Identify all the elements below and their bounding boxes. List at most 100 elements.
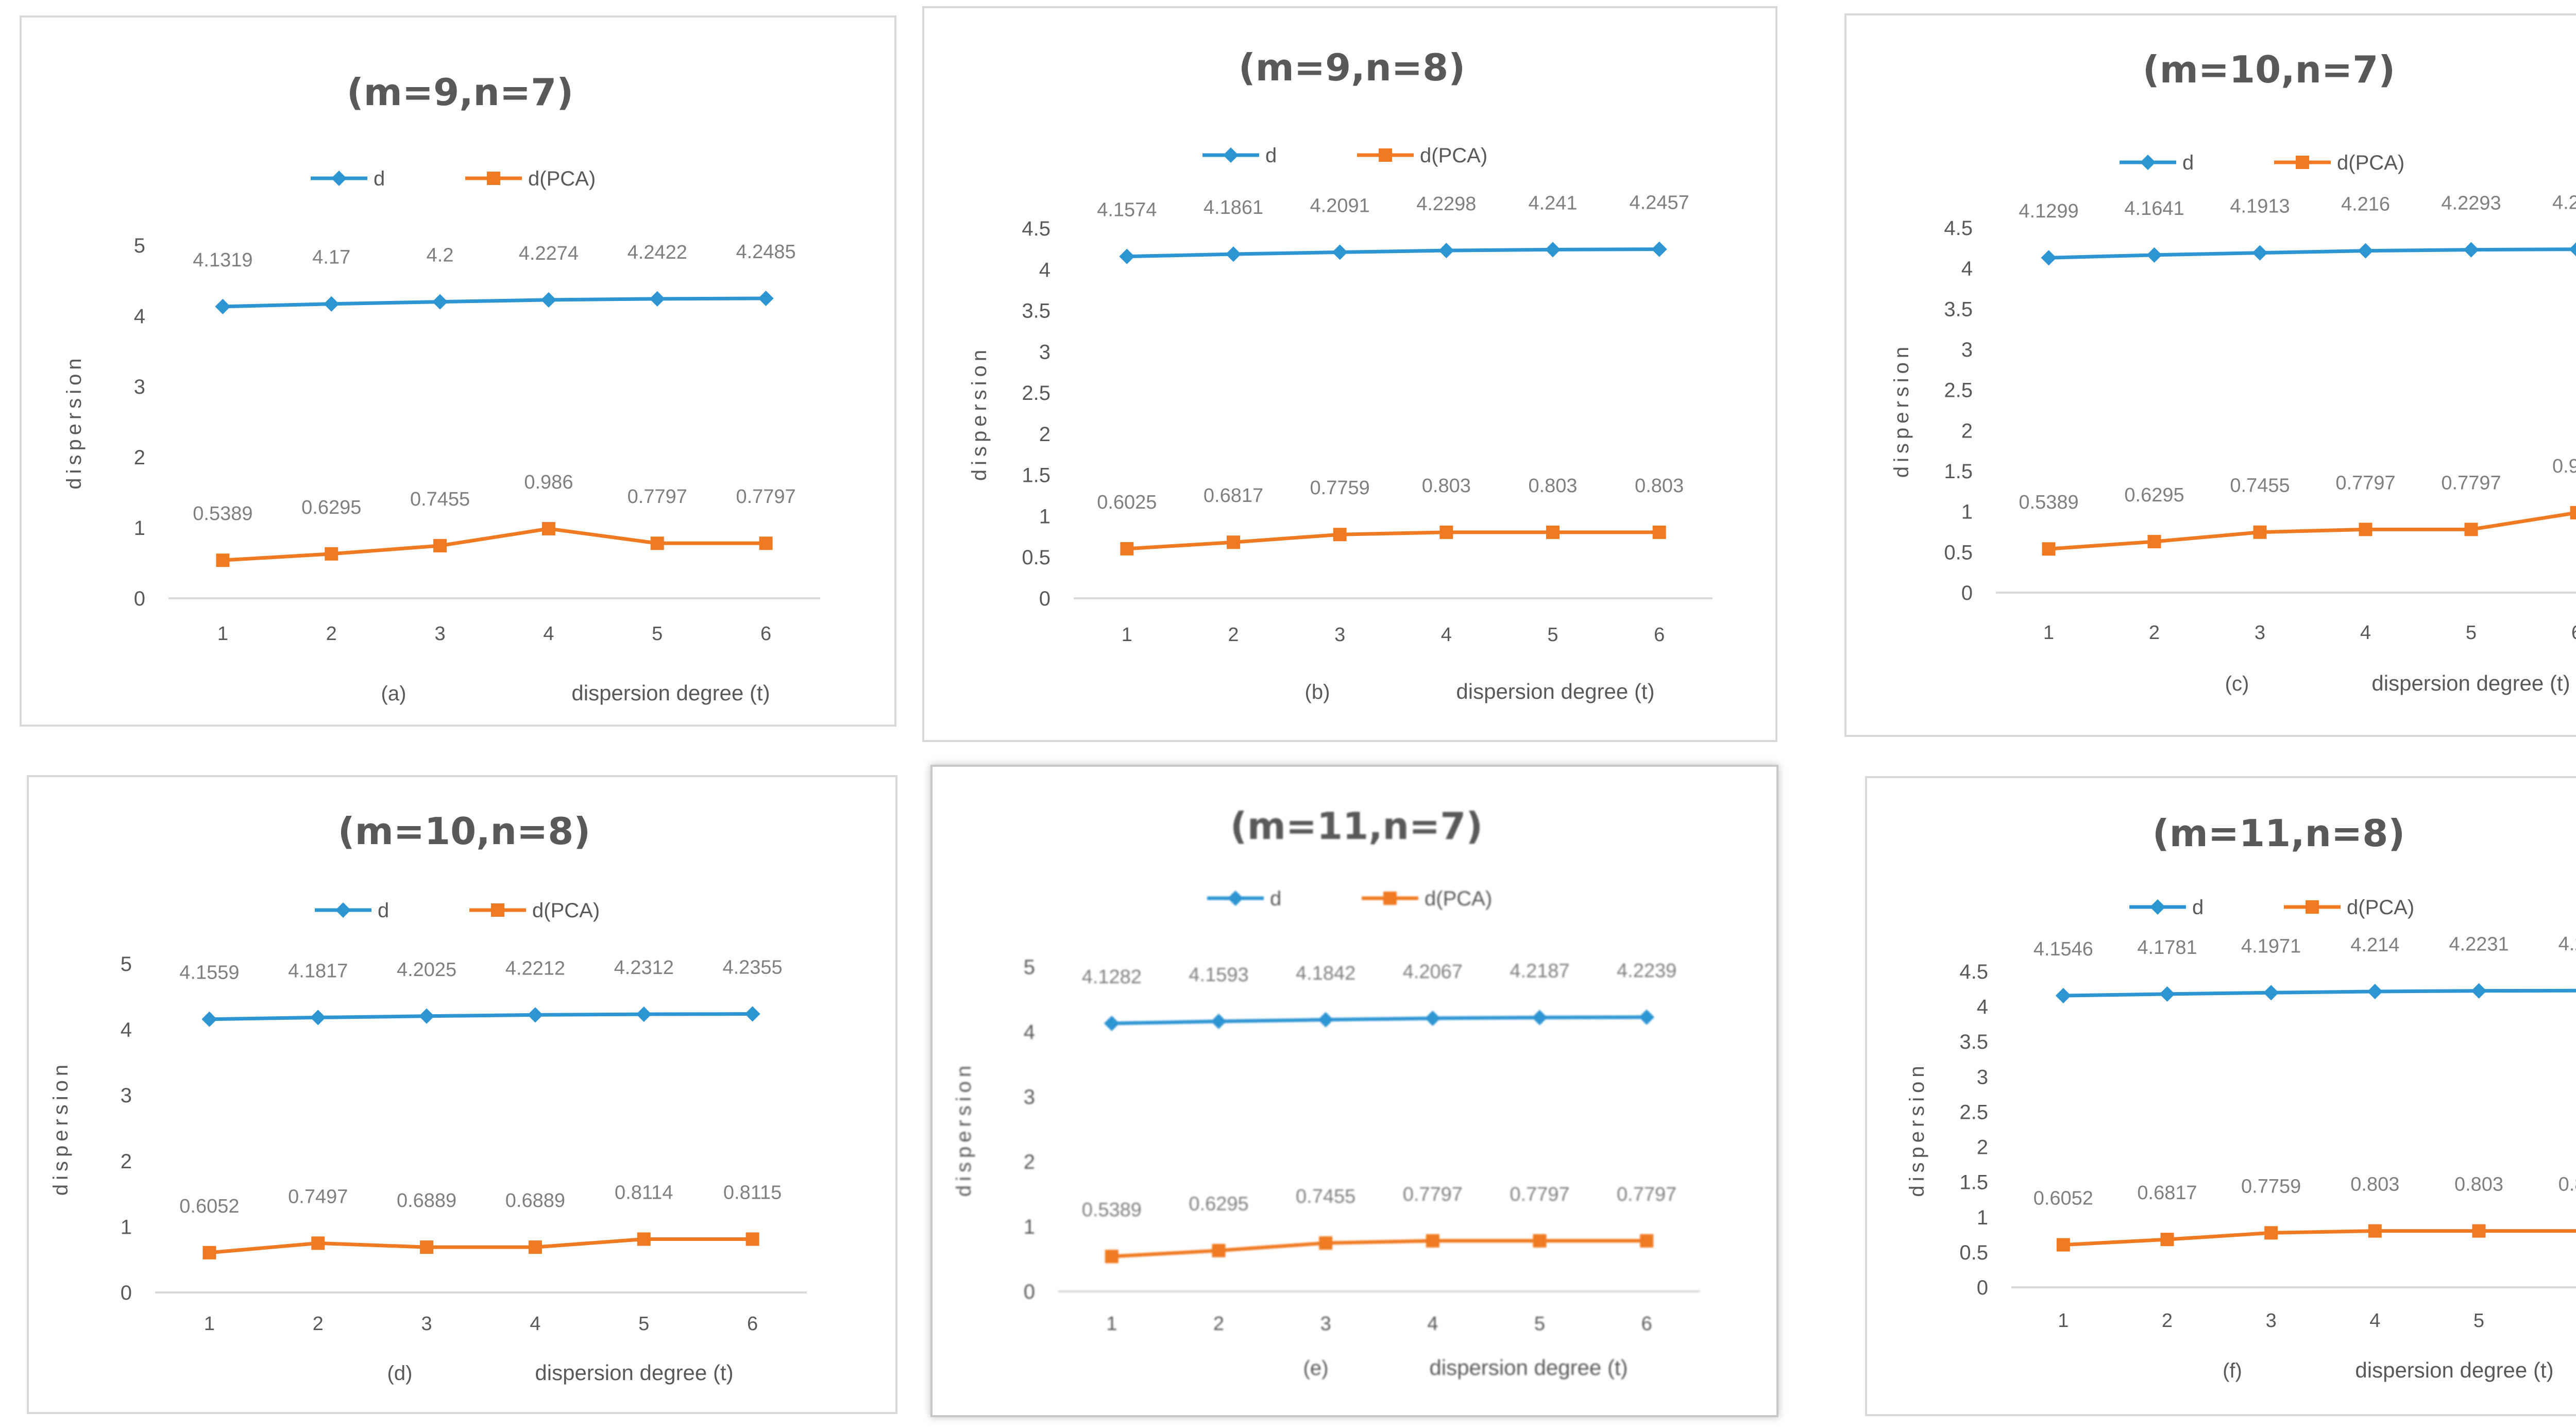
x-tick-label: 6 <box>1641 1313 1652 1335</box>
x-tick-label: 2 <box>2162 1310 2173 1332</box>
legend-d-pca-label: d(PCA) <box>2347 896 2414 919</box>
data-label: 0.7797 <box>628 486 687 508</box>
panel-sublabel: (d) <box>387 1362 413 1385</box>
data-label: 4.241 <box>1528 192 1577 214</box>
x-tick-label: 1 <box>217 623 228 645</box>
data-label: 0.6025 <box>1097 492 1157 513</box>
series-line <box>1111 1015 1647 1026</box>
data-label: 4.1593 <box>1189 964 1248 986</box>
data-point <box>215 298 231 314</box>
chart-panel-f: (m=11,n=8) d d(PCA) 0 0.5 1 1.5 2 2.5 3 3.5 4 4.5 1 2 3… <box>1865 776 2576 1416</box>
data-label: 0.6295 <box>301 497 361 518</box>
x-tick-label: 6 <box>2571 622 2576 644</box>
x-tick-label: 3 <box>421 1313 432 1335</box>
legend-d-pca-marker <box>2296 156 2309 169</box>
data-label: 4.2312 <box>614 957 674 979</box>
x-tick-label: 5 <box>638 1313 649 1335</box>
y-tick-label: 2 <box>1039 423 1050 446</box>
series-d-pca: 0.5389 0.6295 0.7455 0.986 0.7797 0.7797 <box>193 472 796 567</box>
data-label: 0.7759 <box>2241 1175 2301 1197</box>
chart-panel-c: (m=10,n=7) d d(PCA) 0 0.5 1 1.5 2 2.5 3 3.5 4 4.5 1 2 3… <box>1844 13 2576 737</box>
series-d-pca: 0.6052 0.6817 0.7759 0.803 0.803 0.803 <box>2033 1174 2576 1252</box>
y-tick-label: 1 <box>1024 1216 1035 1238</box>
chart-svg: (m=11,n=7) d d(PCA) 0 1 2 3 4 5 1 2 3 4 5 6 dispersion (… <box>953 804 1700 1380</box>
legend: d d(PCA) <box>2120 152 2404 174</box>
data-label: 0.5389 <box>2019 492 2078 513</box>
data-label: 0.986 <box>2552 456 2576 477</box>
y-tick-label: 3 <box>1039 341 1050 363</box>
data-label: 4.2231 <box>2449 934 2509 955</box>
data-point <box>1211 1013 1227 1029</box>
data-label: 4.216 <box>2341 194 2390 215</box>
data-point <box>1104 1015 1120 1031</box>
x-axis-title: dispersion degree (t) <box>2371 671 2570 695</box>
y-tick-label: 2 <box>121 1150 132 1173</box>
series-line <box>1111 1239 1647 1258</box>
data-point <box>1545 242 1561 258</box>
y-tick-label: 2.5 <box>1022 382 1050 405</box>
data-label: 4.1559 <box>179 962 239 984</box>
data-point <box>1439 525 1453 539</box>
legend-d-pca-marker <box>487 172 500 185</box>
legend-d-label: d <box>2192 896 2204 919</box>
data-point <box>216 553 230 567</box>
data-point <box>2264 1226 2278 1240</box>
data-point <box>1332 244 1348 260</box>
y-tick-label: 0 <box>1024 1281 1035 1303</box>
data-point <box>1333 528 1347 542</box>
data-label: 0.7497 <box>288 1186 348 1207</box>
x-tick-label: 2 <box>1213 1313 1224 1335</box>
series-line <box>2063 1229 2576 1247</box>
chart-title: (m=11,n=8) <box>2153 812 2405 855</box>
data-point <box>1640 1234 1654 1248</box>
y-tick-label: 4 <box>121 1019 132 1041</box>
data-point <box>2159 986 2175 1002</box>
data-point <box>2464 523 2478 536</box>
x-axis-title: dispersion degree (t) <box>571 681 770 705</box>
series-d: 4.1574 4.1861 4.2091 4.2298 4.241 4.2457 <box>1097 192 1689 264</box>
x-tick-label: 6 <box>760 623 771 645</box>
data-label: 0.803 <box>2558 1174 2576 1196</box>
data-label: 4.2187 <box>1510 960 1569 982</box>
y-tick-label: 3 <box>1961 339 1973 361</box>
data-point <box>1438 243 1454 259</box>
series-d: 4.1546 4.1781 4.1971 4.214 4.2231 4.227 <box>2033 933 2576 1004</box>
data-label: 4.2025 <box>397 959 456 981</box>
x-tick-label: 5 <box>1534 1313 1545 1335</box>
data-point <box>637 1232 651 1246</box>
y-axis-title: dispersion <box>1906 1062 1928 1197</box>
y-tick-label: 3.5 <box>1959 1031 1988 1053</box>
x-axis-title: dispersion degree (t) <box>1456 679 1654 703</box>
data-point <box>1105 1250 1118 1264</box>
y-tick-label: 1.5 <box>1959 1171 1988 1194</box>
x-tick-label: 5 <box>2473 1310 2484 1332</box>
x-tick-label: 4 <box>543 623 554 645</box>
series-d-pca: 0.6052 0.7497 0.6889 0.6889 0.8114 0.8115 <box>179 1182 782 1259</box>
x-tick-label: 6 <box>747 1313 758 1335</box>
data-label: 0.6052 <box>2033 1188 2093 1209</box>
data-label: 0.6889 <box>505 1190 565 1212</box>
data-point <box>759 536 773 550</box>
data-label: 4.2067 <box>1403 961 1463 983</box>
series-d-pca: 0.5389 0.6295 0.7455 0.7797 0.7797 0.7797 <box>1082 1184 1676 1264</box>
x-axis-title: dispersion degree (t) <box>535 1360 733 1385</box>
data-point <box>541 522 555 535</box>
data-point <box>2253 525 2267 539</box>
data-label: 4.2212 <box>505 957 565 979</box>
data-label: 0.5389 <box>1082 1199 1142 1221</box>
data-label: 4.235 <box>2552 192 2576 214</box>
y-tick-label: 0.5 <box>1959 1241 1988 1264</box>
x-tick-label: 4 <box>1427 1313 1438 1335</box>
data-point <box>1546 525 1560 539</box>
data-label: 4.1574 <box>1097 199 1157 221</box>
y-tick-label: 0 <box>1039 587 1050 610</box>
data-point <box>649 291 665 307</box>
legend-d-marker <box>2140 155 2156 170</box>
y-tick-label: 0 <box>1977 1276 1988 1299</box>
data-label: 4.1817 <box>288 960 348 982</box>
data-point <box>2358 243 2374 259</box>
legend-d-marker <box>331 171 347 186</box>
y-tick-label: 3 <box>1024 1086 1035 1108</box>
data-label: 4.2 <box>427 245 454 266</box>
series-line <box>1127 530 1659 551</box>
